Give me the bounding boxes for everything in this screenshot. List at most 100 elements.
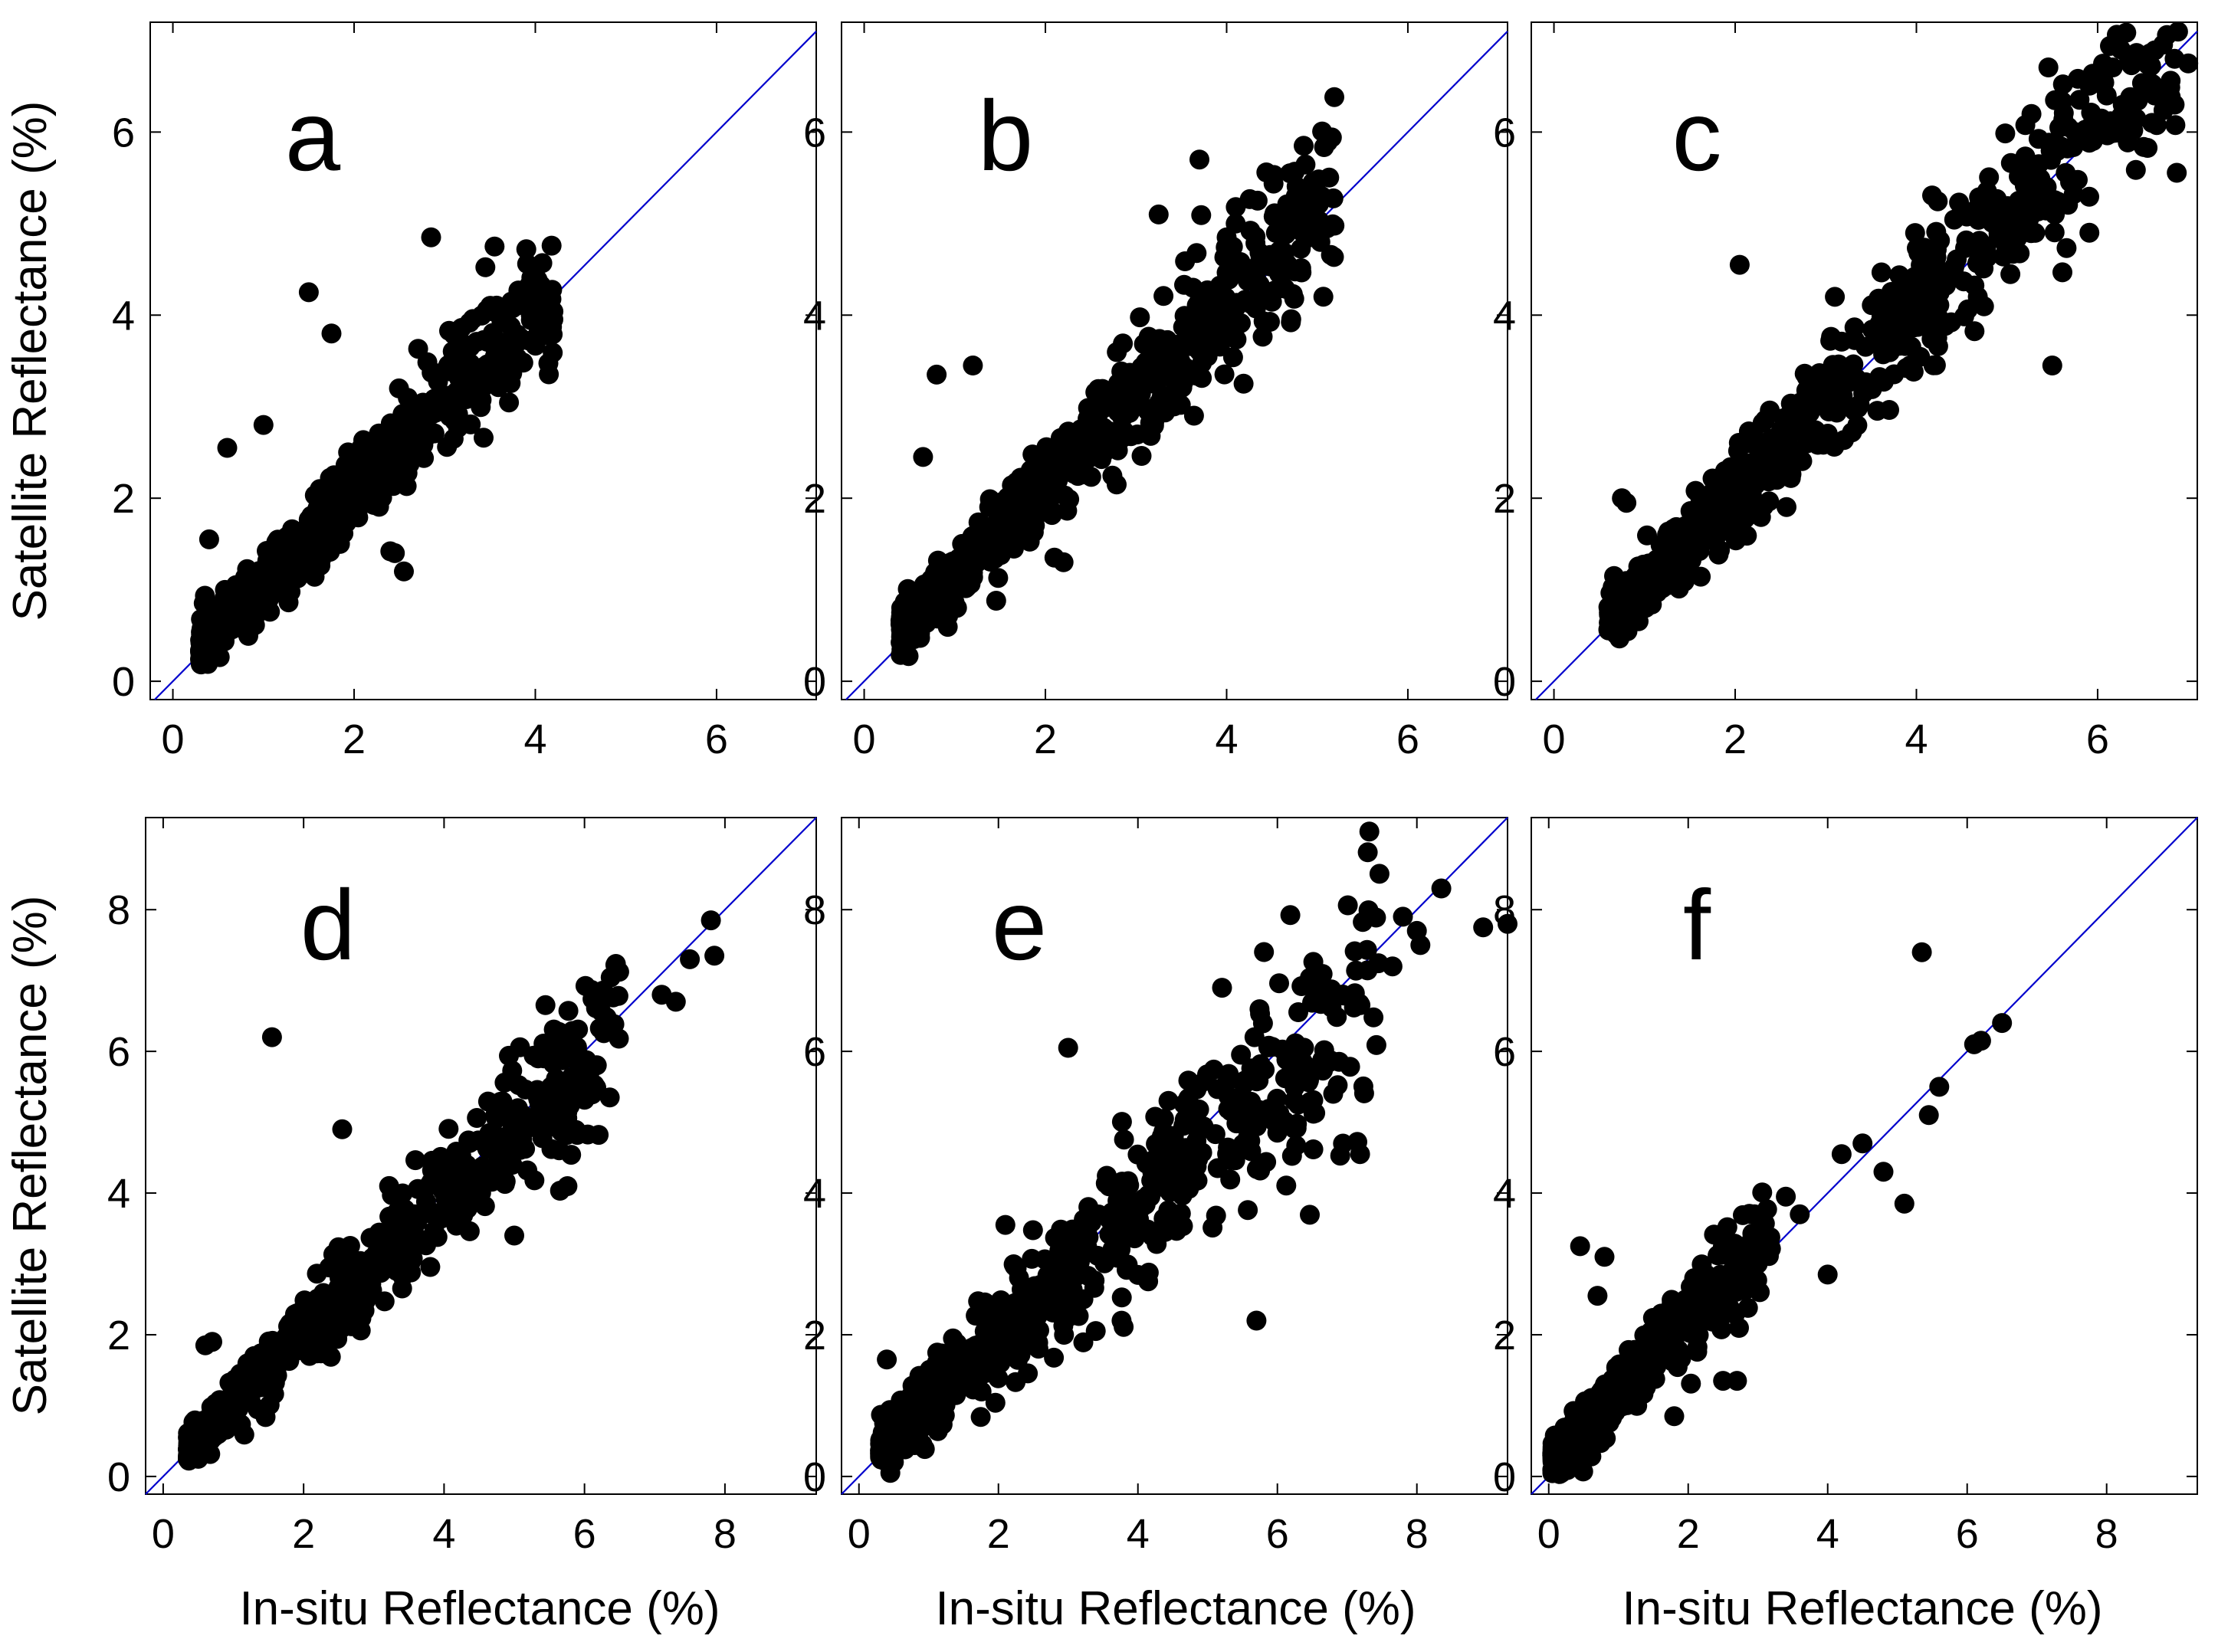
scatter-point: [431, 1208, 451, 1229]
scatter-point: [1048, 1292, 1069, 1313]
panel-label: d: [300, 869, 356, 981]
scatter-point: [543, 301, 564, 322]
tick-marks: [146, 818, 816, 1494]
scatter-point: [1138, 1262, 1159, 1283]
scatter-point: [432, 1181, 453, 1201]
scatter-point: [2082, 64, 2103, 84]
scatter-point: [1058, 1037, 1078, 1058]
scatter-point: [1003, 1254, 1024, 1274]
scatter-point: [880, 1463, 901, 1483]
scatter-point: [586, 1055, 607, 1076]
scatter-point: [1834, 430, 1854, 451]
scatter-point: [525, 336, 546, 356]
scatter-point: [1053, 552, 1074, 572]
scatter-point: [979, 489, 1000, 510]
scatter-point: [1650, 1323, 1671, 1344]
scatter-point: [1233, 373, 1254, 394]
scatter-point: [1214, 364, 1235, 385]
y-tick-label: 4: [107, 1171, 130, 1217]
scatter-point: [1015, 1310, 1036, 1331]
scatter-point: [1776, 1186, 1796, 1207]
scatter-point: [651, 985, 672, 1005]
scatter-point: [2029, 154, 2049, 175]
scatter-point: [1310, 231, 1330, 252]
scatter-point: [1915, 275, 1936, 296]
scatter-point: [1010, 1345, 1031, 1365]
panel-label: a: [285, 80, 341, 192]
scatter-point: [951, 552, 972, 572]
scatter-point: [376, 470, 395, 490]
scatter-point: [2125, 159, 2146, 180]
scatter-point: [1111, 1287, 1132, 1308]
scatter-point: [420, 1257, 441, 1277]
scatter-point: [346, 476, 366, 497]
scatter-point: [930, 575, 951, 595]
scatter-point: [2056, 238, 2077, 258]
scatter-point: [1747, 1270, 1767, 1290]
scatter-point: [1246, 1159, 1267, 1179]
scatter-point: [499, 392, 520, 413]
scatter-point: [871, 1445, 892, 1466]
scatter-point: [2097, 125, 2118, 146]
scatter-point: [504, 1225, 524, 1246]
x-tick-label: 2: [343, 716, 366, 762]
scatter-point: [986, 1322, 1006, 1342]
scatter-point: [2014, 175, 2035, 196]
scatter-point: [701, 910, 721, 931]
scatter-point: [937, 617, 958, 638]
x-tick-label: 8: [2095, 1511, 2118, 1557]
scatter-point: [1107, 440, 1128, 461]
scatter-point: [331, 492, 352, 512]
scatter-point: [563, 1039, 584, 1059]
scatter-point: [953, 1364, 973, 1385]
scatter-point: [254, 1365, 275, 1385]
scatter-point: [481, 1159, 502, 1180]
scatter-point: [528, 1048, 549, 1069]
scatter-point: [2013, 153, 2033, 174]
scatter-point: [1101, 391, 1121, 411]
y-tick-label: 0: [112, 659, 135, 705]
scatter-point: [1735, 472, 1756, 493]
scatter-point: [1825, 287, 1846, 307]
scatter-point: [1183, 1115, 1203, 1136]
scatter-point: [1832, 331, 1852, 352]
scatter-point: [1929, 295, 1950, 316]
scatter-point: [1919, 253, 1940, 274]
scatter-point: [2079, 222, 2100, 243]
scatter-point: [1969, 231, 1990, 251]
y-tick-label: 4: [803, 293, 826, 339]
x-tick-label: 6: [573, 1511, 596, 1557]
scatter-point: [502, 1155, 523, 1175]
scatter-point: [1294, 136, 1314, 156]
scatter-point: [1800, 395, 1820, 415]
scatter-point: [340, 1276, 360, 1296]
scatter-point: [1071, 445, 1092, 466]
scatter-point: [1018, 1363, 1038, 1384]
panel-c: 0 2 4 6 0 2 4 6 c: [1493, 21, 2199, 762]
scatter-point: [1498, 913, 1517, 934]
scatter-point: [399, 1232, 420, 1253]
scatter-point: [511, 1139, 532, 1159]
scatter-point: [532, 253, 553, 274]
scatter-point: [1314, 137, 1334, 157]
scatter-point: [530, 314, 550, 335]
scatter-point: [874, 1413, 894, 1434]
panel-f: 0 2 4 6 8 0 2 4 6 8 f: [1493, 817, 2198, 1557]
scatter-point: [2042, 356, 2062, 375]
scatter-point: [1241, 1091, 1262, 1112]
scatter-point: [558, 1001, 579, 1021]
x-tick-label: 8: [714, 1511, 737, 1557]
scatter-point: [1838, 360, 1859, 381]
scatter-point: [581, 980, 602, 1000]
y-tick-label: 4: [1493, 293, 1516, 339]
scatter-point: [532, 1128, 553, 1149]
scatter-point: [1175, 251, 1196, 271]
x-tick-label: 0: [1537, 1511, 1560, 1557]
scatter-point: [1607, 605, 1628, 626]
scatter-point: [1974, 258, 1994, 279]
scatter-point: [1312, 121, 1333, 142]
scatter-point: [1075, 427, 1096, 447]
scatter-point: [1369, 864, 1390, 884]
scatter-point: [1216, 227, 1237, 247]
scatter-point: [1587, 1286, 1608, 1306]
